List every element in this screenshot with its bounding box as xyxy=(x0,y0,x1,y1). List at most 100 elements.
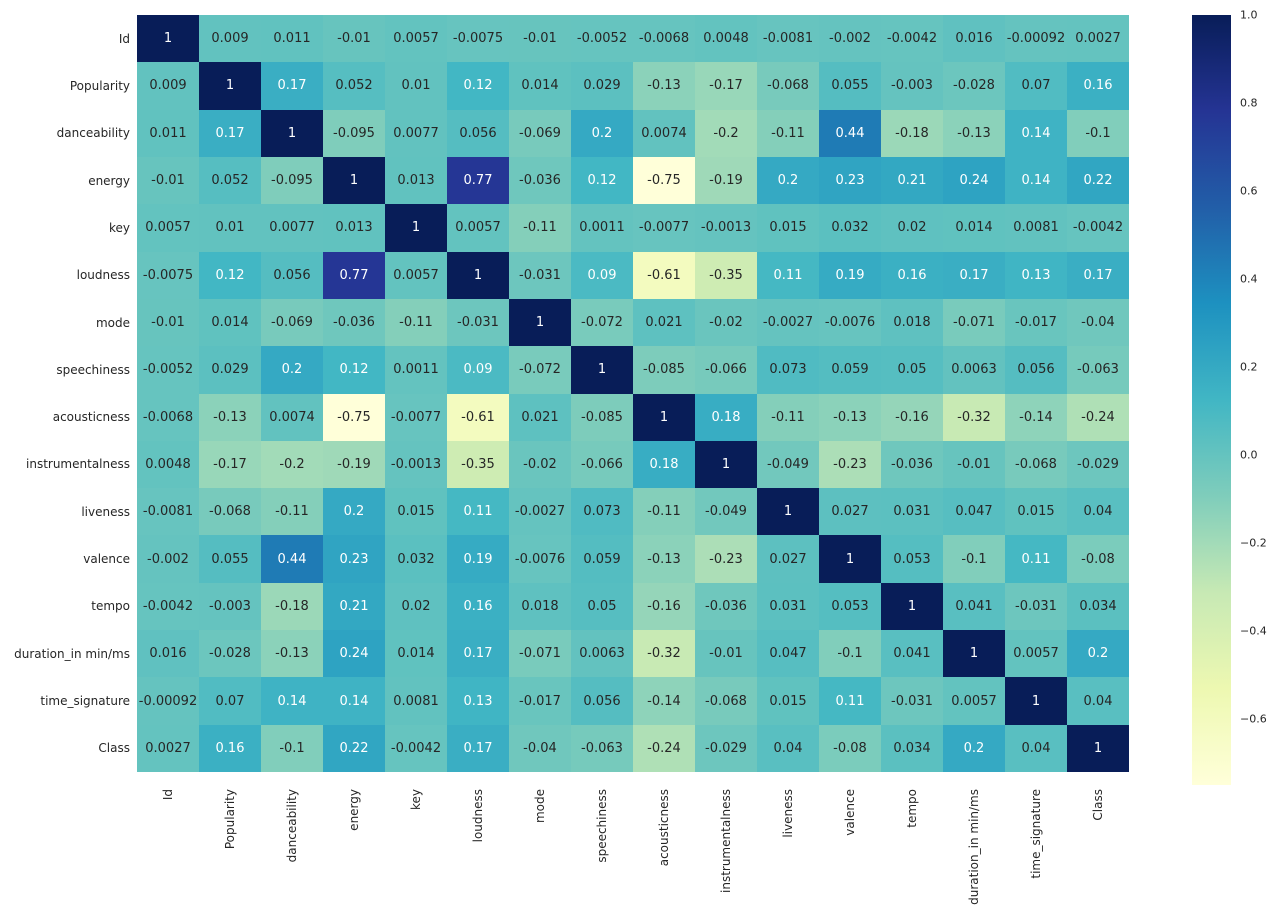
x-tick-label-text: time_signature xyxy=(1029,789,1043,879)
heatmap-cell: 0.17 xyxy=(447,630,509,678)
cell-value: 0.01 xyxy=(215,220,245,236)
cell-value: -0.0081 xyxy=(762,31,814,47)
cell-value: -0.35 xyxy=(709,267,743,283)
heatmap-cell: 1 xyxy=(385,204,447,252)
heatmap-cell: 0.055 xyxy=(819,62,881,110)
cell-value: 0.13 xyxy=(463,693,493,709)
cell-value: 0.0057 xyxy=(1013,646,1059,662)
x-tick-label: Id xyxy=(137,789,199,921)
heatmap-cell: 1 xyxy=(571,346,633,394)
heatmap-cell: -0.13 xyxy=(633,62,695,110)
heatmap-cell: 0.052 xyxy=(199,156,261,205)
heatmap-cell: -0.0075 xyxy=(137,251,199,299)
heatmap-cell: 0.16 xyxy=(881,251,943,299)
heatmap-cell: 1 xyxy=(323,156,385,205)
cell-value: 1 xyxy=(1031,693,1041,709)
heatmap-cell: -0.23 xyxy=(819,440,881,489)
heatmap-cell: 0.0057 xyxy=(1005,630,1067,678)
cell-value: 0.031 xyxy=(769,598,807,614)
heatmap-cell: 0.0011 xyxy=(385,346,447,394)
heatmap-cell: -0.0013 xyxy=(695,204,757,252)
cell-value: -0.24 xyxy=(647,740,681,756)
cell-value: -0.0013 xyxy=(390,456,442,472)
heatmap-cell: -0.031 xyxy=(881,677,943,725)
colorbar-tick-label: −0.6 xyxy=(1240,712,1267,726)
heatmap-cell: 0.2 xyxy=(757,156,819,205)
cell-value: -0.0042 xyxy=(142,598,194,614)
cell-value: -0.0076 xyxy=(824,315,876,331)
heatmap-cell: -0.11 xyxy=(385,298,447,347)
cell-value: 0.047 xyxy=(955,504,993,520)
heatmap-cell: -0.095 xyxy=(261,156,323,205)
heatmap-cell: 0.18 xyxy=(695,393,757,441)
heatmap-cell: 0.059 xyxy=(571,535,633,583)
heatmap-cell: -0.00092 xyxy=(137,677,199,725)
heatmap-cell: 0.22 xyxy=(1067,156,1129,205)
cell-value: 0.21 xyxy=(897,173,927,189)
y-tick-label: duration_in min/ms xyxy=(14,646,130,661)
heatmap-cell: -0.32 xyxy=(943,393,1005,441)
heatmap-cell: 0.05 xyxy=(881,346,943,394)
heatmap-cell: -0.11 xyxy=(261,488,323,536)
cell-value: 0.01 xyxy=(401,78,431,94)
cell-value: 0.44 xyxy=(835,125,865,141)
heatmap-cell: -0.003 xyxy=(199,582,261,631)
heatmap-cell: 0.17 xyxy=(1067,251,1129,299)
cell-value: -0.066 xyxy=(705,362,747,378)
colorbar-tick-label: 0.4 xyxy=(1240,272,1258,286)
heatmap-cell: -0.75 xyxy=(323,393,385,441)
heatmap-cell: 1 xyxy=(261,109,323,157)
cell-value: -0.049 xyxy=(767,456,809,472)
heatmap-cell: -0.08 xyxy=(1067,535,1129,583)
heatmap-cell: -0.072 xyxy=(509,346,571,394)
x-tick-label: acousticness xyxy=(633,789,695,921)
cell-value: 1 xyxy=(907,598,917,614)
cell-value: 1 xyxy=(659,409,669,425)
heatmap-cell: -0.23 xyxy=(695,535,757,583)
heatmap-cell: 0.12 xyxy=(199,251,261,299)
x-tick-label: Popularity xyxy=(199,789,261,921)
x-tick-label-text: Id xyxy=(161,789,175,801)
cell-value: -0.028 xyxy=(953,78,995,94)
cell-value: -0.002 xyxy=(829,31,871,47)
cell-value: -0.01 xyxy=(957,456,991,472)
cell-value: 0.015 xyxy=(397,504,435,520)
cell-value: 0.029 xyxy=(211,362,249,378)
cell-value: 0.021 xyxy=(521,409,559,425)
cell-value: 0.17 xyxy=(215,125,245,141)
heatmap-cell: 0.0057 xyxy=(385,251,447,299)
heatmap-cell: -0.095 xyxy=(323,109,385,157)
cell-value: -0.095 xyxy=(333,125,375,141)
heatmap-cell: -0.1 xyxy=(943,535,1005,583)
heatmap-cell: 0.02 xyxy=(881,204,943,252)
cell-value: 0.027 xyxy=(769,551,807,567)
x-tick-label-text: key xyxy=(409,789,423,811)
x-tick-label-text: loudness xyxy=(471,789,485,843)
cell-value: 0.44 xyxy=(277,551,307,567)
cell-value: 0.16 xyxy=(1083,78,1113,94)
heatmap-cell: -0.036 xyxy=(323,298,385,347)
heatmap-cell: 0.016 xyxy=(137,630,199,678)
heatmap-cell: 0.77 xyxy=(323,251,385,299)
heatmap-cell: 0.027 xyxy=(819,488,881,536)
cell-value: -0.0027 xyxy=(762,315,814,331)
x-tick-label: key xyxy=(385,789,447,921)
heatmap-cell: 0.0057 xyxy=(943,677,1005,725)
heatmap-cell: 1 xyxy=(199,62,261,110)
cell-value: 0.009 xyxy=(149,78,187,94)
y-tick-label: instrumentalness xyxy=(26,457,130,472)
heatmap-cell: 0.0074 xyxy=(261,393,323,441)
cell-value: -0.0042 xyxy=(390,740,442,756)
heatmap-cell: 0.013 xyxy=(323,204,385,252)
heatmap-cell: 0.24 xyxy=(323,630,385,678)
cell-value: 0.018 xyxy=(893,315,931,331)
heatmap-cell: 0.056 xyxy=(571,677,633,725)
heatmap-cell: 0.2 xyxy=(323,488,385,536)
heatmap-cell: 0.12 xyxy=(323,346,385,394)
cell-value: 0.0011 xyxy=(393,362,439,378)
cell-value: 1 xyxy=(225,78,235,94)
heatmap-cell: 0.02 xyxy=(385,582,447,631)
heatmap-cell: 0.016 xyxy=(943,15,1005,63)
heatmap-cell: 1 xyxy=(1005,677,1067,725)
heatmap-cell: 0.11 xyxy=(1005,535,1067,583)
